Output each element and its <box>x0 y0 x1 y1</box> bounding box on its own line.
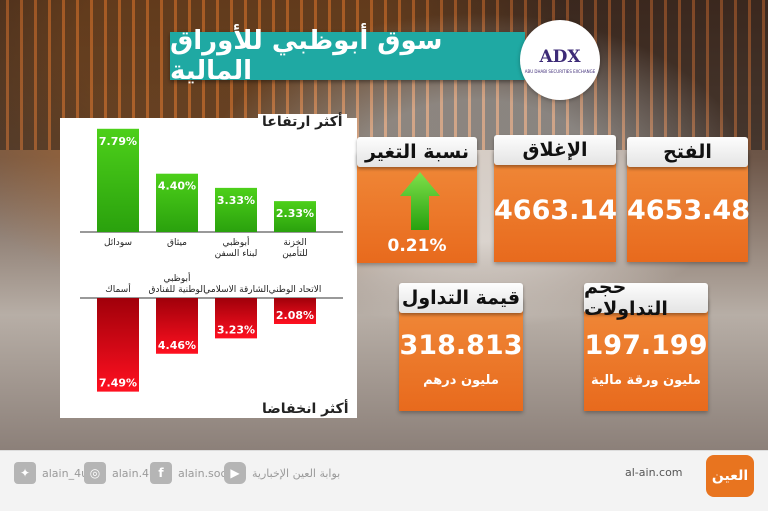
turnover-value: 318.813 <box>399 330 523 361</box>
gainer-value-label: 7.79% <box>99 135 137 148</box>
close-label: الإغلاق <box>494 135 616 165</box>
movers-chart-panel: 7.79% سودائل 4.40% ميثاق 3.33% أبوظبي لبناء ال… <box>60 118 357 418</box>
twitter-link[interactable]: ✦ alain_4u <box>14 462 88 484</box>
loser-value-label: 3.23% <box>217 323 255 336</box>
gainer-bar <box>156 173 198 232</box>
turnover-unit: مليون درهم <box>423 373 499 388</box>
change-card: 0.21% نسبة التغير <box>357 137 477 263</box>
gainer-bar <box>274 201 316 232</box>
close-card: 4663.14 الإغلاق <box>494 135 617 262</box>
page-title: سوق أبوظبي للأوراق المالية <box>170 26 443 86</box>
twitter-icon: ✦ <box>14 462 36 484</box>
volume-label: حجم التداولات <box>584 276 708 320</box>
gainer-name-label: سودائل <box>104 238 132 248</box>
loser-name-label: أبوظبي <box>163 272 190 284</box>
youtube-link[interactable]: ▶ بوابة العين الإخبارية <box>224 462 340 484</box>
change-label: نسبة التغير <box>357 137 477 167</box>
instagram-handle: alain.4u <box>112 466 157 480</box>
instagram-icon: ◎ <box>84 462 106 484</box>
gainer-bar <box>97 128 139 232</box>
losers-header: أكثر انخفاضا <box>258 401 353 417</box>
turnover-card: 318.813 مليون درهم قيمة التداول <box>399 283 523 411</box>
volume-value: 197.199 <box>584 330 708 361</box>
gainer-name-label: الخزنة <box>283 238 306 248</box>
loser-value-label: 7.49% <box>99 377 137 390</box>
twitter-handle: alain_4u <box>42 466 89 480</box>
brand-logo[interactable]: العين <box>706 455 754 497</box>
open-card: 4653.48 الفتح <box>627 137 750 262</box>
gainer-name-label: أبوظبي <box>222 236 249 248</box>
loser-value-label: 4.46% <box>158 339 196 352</box>
instagram-link[interactable]: ◎ alain.4u <box>84 462 156 484</box>
adx-logo-tagline: ABU DHABI SECURITIES EXCHANGE <box>524 68 596 74</box>
gainer-name-label: ميثاق <box>167 238 187 248</box>
loser-value-label: 2.08% <box>276 309 314 322</box>
gainer-value-label: 4.40% <box>158 180 196 193</box>
title-banner: سوق أبوظبي للأوراق المالية <box>170 26 525 86</box>
youtube-label: بوابة العين الإخبارية <box>252 466 341 480</box>
site-url: al-ain.com <box>625 466 683 479</box>
volume-unit: مليون ورقة مالية <box>591 373 701 388</box>
loser-name-label: الوطنية للفنادق <box>149 285 206 295</box>
open-value: 4653.48 <box>627 195 750 226</box>
site-link[interactable]: al-ain.com <box>625 466 683 479</box>
loser-name-label: الشارقة الاسلامي <box>203 285 268 295</box>
open-card-body: 4653.48 <box>627 152 750 262</box>
change-value: 0.21% <box>387 236 447 256</box>
gainer-name-label: لبناء السفن <box>215 249 258 259</box>
turnover-card-body: 318.813 مليون درهم <box>399 298 523 411</box>
adx-logo-text: ADX <box>539 46 581 67</box>
loser-bar <box>274 298 316 324</box>
adx-logo: ADX ABU DHABI SECURITIES EXCHANGE <box>520 20 600 100</box>
gainer-name-label: للتأمين <box>282 246 308 259</box>
volume-card: 197.199 مليون ورقة مالية حجم التداولات <box>584 276 708 411</box>
gainer-bar <box>215 187 257 232</box>
change-card-body: 0.21% <box>357 152 477 263</box>
youtube-icon: ▶ <box>224 462 246 484</box>
close-card-body: 4663.14 <box>494 150 617 262</box>
volume-card-body: 197.199 مليون ورقة مالية <box>584 298 708 411</box>
loser-bar <box>156 298 198 354</box>
turnover-label: قيمة التداول <box>399 283 523 313</box>
loser-bar <box>215 298 257 339</box>
footer <box>0 450 768 511</box>
loser-bar <box>97 298 139 392</box>
gainer-value-label: 2.33% <box>276 207 314 220</box>
gainer-value-label: 3.33% <box>217 194 255 207</box>
gainers-header: أكثر ارتفاعا <box>258 114 347 130</box>
open-label: الفتح <box>627 137 748 167</box>
up-arrow-icon <box>400 172 440 230</box>
loser-name-label: أسماك <box>105 283 130 295</box>
facebook-icon: f <box>150 462 172 484</box>
loser-name-label: الاتحاد الوطني <box>269 285 322 295</box>
close-value: 4663.14 <box>494 195 617 226</box>
